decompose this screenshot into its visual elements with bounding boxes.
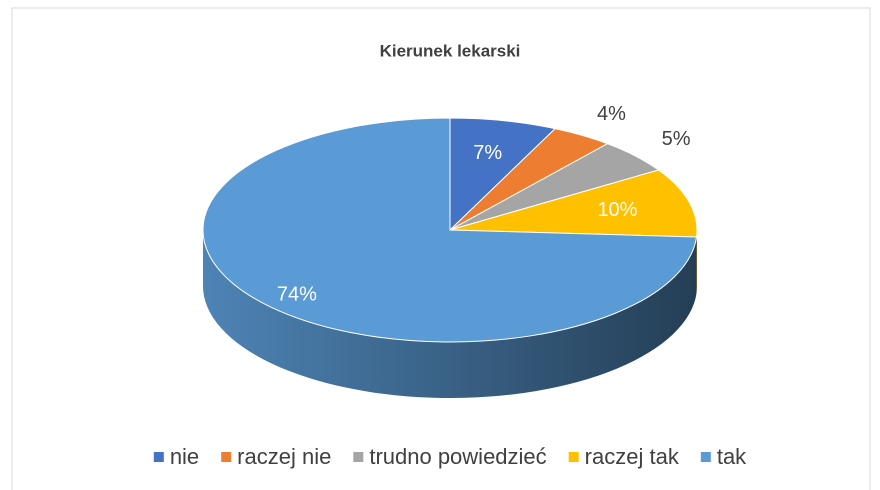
slice [449, 169, 698, 238]
legend-label: raczej nie [237, 444, 331, 469]
legend-swatch [700, 452, 711, 462]
legend-label: tak [717, 444, 747, 469]
legend-swatch [353, 452, 364, 462]
data-label: 10% [597, 199, 637, 221]
data-label: 4% [597, 103, 626, 125]
data-label: 74% [277, 283, 317, 305]
legend: nie raczej nie trudno powiedzieć raczej tak… [153, 444, 747, 469]
chart-border [11, 7, 871, 490]
chart-title: Kierunek lekarski [380, 41, 521, 60]
legend-swatch [153, 452, 164, 462]
data-label: 7% [473, 142, 502, 164]
legend-label: raczej tak [585, 444, 680, 469]
data-label: 5% [662, 128, 691, 150]
legend-swatch [221, 452, 232, 462]
slice [449, 117, 557, 232]
slice [202, 117, 698, 343]
legend-swatch [568, 452, 579, 462]
legend-label: trudno powiedzieć [369, 444, 546, 469]
slice-side-shade [203, 230, 697, 398]
legend-label: nie [170, 444, 199, 469]
